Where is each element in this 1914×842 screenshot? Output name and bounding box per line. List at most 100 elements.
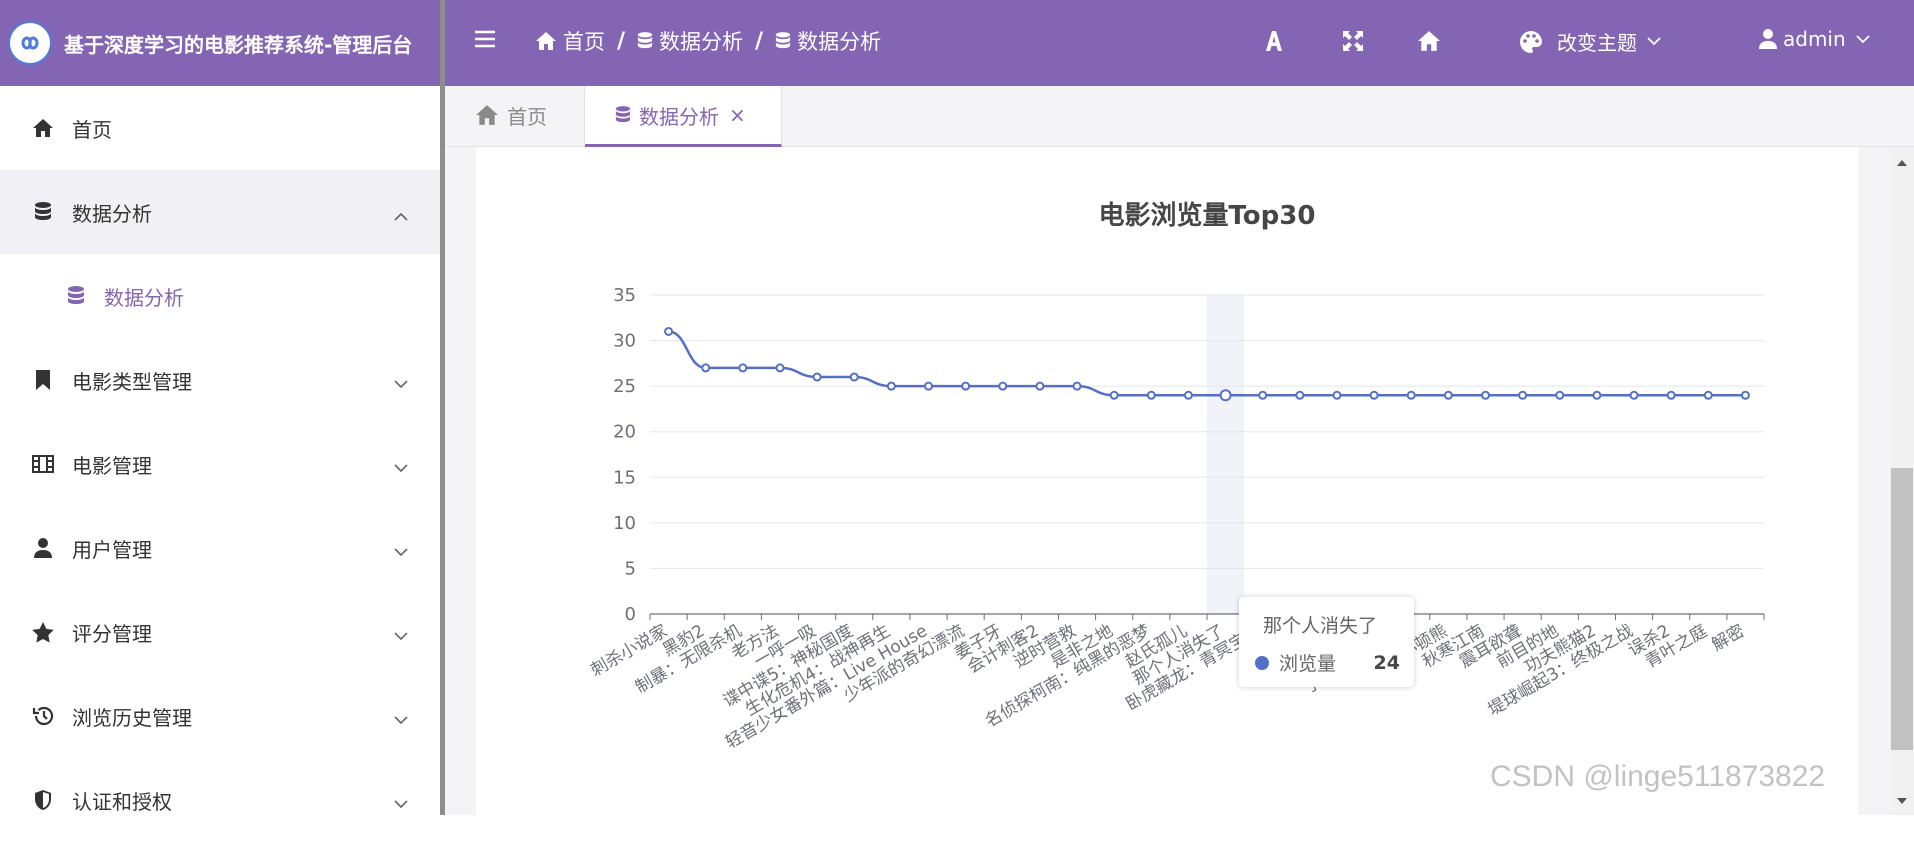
data-point [1219, 389, 1232, 402]
font-size-icon[interactable] [1263, 30, 1285, 56]
database-icon [64, 284, 88, 308]
sidebar-subitem-data-analysis[interactable]: 数据分析 [0, 254, 440, 338]
y-tick-label: 35 [613, 285, 636, 306]
data-point [1183, 390, 1193, 400]
sidebar-item-users[interactable]: 用户管理 [0, 506, 440, 590]
theme-label: 改变主题 [1557, 31, 1637, 55]
sidebar-item-auth[interactable]: 认证和授权 [0, 758, 440, 842]
y-tick-label: 10 [613, 513, 636, 534]
sidebar-item-label: 数据分析 [72, 201, 152, 226]
home-icon[interactable] [1416, 30, 1442, 56]
sidebar-item-label: 数据分析 [104, 285, 184, 310]
tooltip-series: 浏览量 [1279, 653, 1337, 675]
x-tick-label: 解密 [1708, 621, 1747, 655]
user-name: admin [1783, 27, 1846, 51]
data-point [1109, 390, 1119, 400]
data-point [664, 326, 674, 336]
sidebar-item-label: 电影管理 [72, 453, 152, 478]
data-point [812, 372, 822, 382]
y-tick-label: 0 [625, 604, 636, 625]
chevron-down-icon [1647, 37, 1661, 46]
database-icon [30, 199, 56, 225]
data-point [1629, 390, 1639, 400]
y-tick-label: 15 [613, 467, 636, 488]
sidebar-item-data-analysis[interactable]: 数据分析 [0, 170, 440, 254]
data-point [1035, 381, 1045, 391]
scrollbar-thumb[interactable] [1891, 468, 1913, 750]
user-icon [1759, 29, 1777, 49]
breadcrumb-data-analysis[interactable]: 数据分析 [637, 26, 743, 56]
bookmark-icon [30, 367, 56, 393]
data-point [849, 372, 859, 382]
database-icon [615, 106, 631, 123]
data-point [1443, 390, 1453, 400]
chevron-down-icon [394, 454, 408, 478]
menu-toggle-icon[interactable] [475, 30, 495, 52]
sidebar-item-movies[interactable]: 电影管理 [0, 422, 440, 506]
chevron-up-icon [394, 202, 408, 226]
sidebar-resize-handle[interactable] [440, 0, 445, 815]
sidebar-item-label: 用户管理 [72, 537, 152, 562]
chevron-down-icon [394, 370, 408, 394]
theme-switcher[interactable]: 改变主题 [1519, 27, 1661, 56]
tooltip-title: 那个人消失了 [1263, 615, 1378, 637]
data-point [1592, 390, 1602, 400]
user-icon [30, 535, 56, 561]
scroll-up-icon[interactable] [1896, 152, 1908, 171]
sidebar-item-ratings[interactable]: 评分管理 [0, 590, 440, 674]
tab-data-analysis[interactable]: 数据分析 × [585, 86, 782, 147]
tab-home[interactable]: 首页 [445, 86, 585, 144]
scroll-down-icon[interactable] [1896, 790, 1908, 809]
y-tick-label: 25 [613, 376, 636, 397]
breadcrumb-separator: / [617, 28, 626, 54]
chevron-down-icon [394, 706, 408, 730]
sidebar-item-home[interactable]: 首页 [0, 86, 440, 170]
breadcrumb-separator: / [755, 28, 764, 54]
y-tick-label: 30 [613, 331, 636, 352]
data-point [1258, 390, 1268, 400]
data-point [701, 363, 711, 373]
breadcrumb-current: 数据分析 [775, 26, 881, 56]
sidebar-item-label: 认证和授权 [72, 789, 172, 814]
breadcrumb-label: 首页 [563, 30, 605, 54]
sidebar-item-label: 电影类型管理 [72, 369, 192, 394]
breadcrumb-label: 数据分析 [659, 30, 744, 54]
breadcrumb: 首页 / 数据分析 / 数据分析 [535, 26, 881, 56]
database-icon [637, 32, 653, 49]
data-point [1740, 390, 1750, 400]
breadcrumb-home[interactable]: 首页 [535, 26, 605, 56]
data-point [1666, 390, 1676, 400]
data-point [738, 363, 748, 373]
line-chart[interactable]: 电影浏览量Top3005101520253035刺杀小说家黑豹2制暴：无限杀机老… [476, 147, 1858, 815]
chart-title: 电影浏览量Top30 [1099, 201, 1316, 231]
user-menu[interactable]: admin [1759, 27, 1870, 51]
logo-bar: 基于深度学习的电影推荐系统-管理后台 [0, 0, 440, 86]
hover-band [1207, 295, 1245, 614]
y-tick-label: 5 [625, 558, 636, 579]
star-icon [30, 619, 56, 645]
close-icon[interactable]: × [729, 103, 746, 127]
sidebar-item-label: 首页 [72, 117, 112, 142]
logo-icon [8, 21, 52, 65]
data-point [1072, 381, 1082, 391]
data-point [1295, 390, 1305, 400]
home-icon [30, 115, 56, 141]
data-point [1481, 390, 1490, 400]
app-title: 基于深度学习的电影推荐系统-管理后台 [64, 32, 413, 57]
tooltip-value: 24 [1373, 651, 1400, 674]
data-point [924, 381, 933, 391]
shield-icon [30, 787, 56, 813]
data-point [775, 363, 785, 373]
chart-tooltip: 那个人消失了 浏览量 24 [1239, 597, 1414, 687]
chevron-down-icon [394, 790, 408, 814]
sidebar-item-history[interactable]: 浏览历史管理 [0, 674, 440, 758]
data-point [886, 381, 896, 391]
sidebar-item-movie-type[interactable]: 电影类型管理 [0, 338, 440, 422]
fullscreen-icon[interactable] [1342, 30, 1364, 56]
data-point [1406, 390, 1416, 400]
chevron-down-icon [394, 622, 408, 646]
data-point [1703, 390, 1713, 400]
tab-bar: 首页 数据分析 × [445, 86, 1914, 147]
film-icon [30, 451, 56, 477]
series-marker [1255, 655, 1269, 670]
